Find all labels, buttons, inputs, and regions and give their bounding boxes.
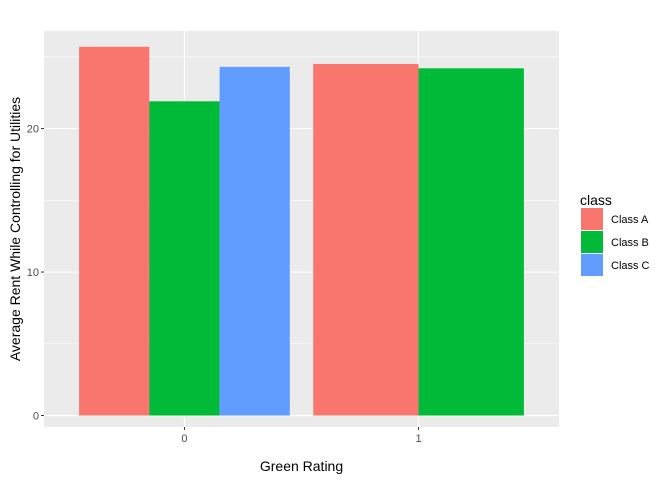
y-tick-label: 10 <box>27 267 39 279</box>
legend: class Class A Class B Class C <box>580 192 650 276</box>
legend-key-class-a <box>581 208 603 230</box>
bar-class-a-0 <box>79 46 150 416</box>
y-axis-ticks: 0 10 20 <box>27 124 44 423</box>
legend-key-class-b <box>581 231 603 253</box>
y-tick-label: 0 <box>33 411 39 423</box>
x-tick-label: 1 <box>415 433 421 445</box>
legend-title: class <box>580 192 612 208</box>
x-axis-title: Green Rating <box>260 458 343 474</box>
y-axis-title: Average Rent While Controlling for Utili… <box>7 97 23 361</box>
y-tick-label: 20 <box>27 124 39 136</box>
legend-label: Class A <box>611 214 649 226</box>
legend-label: Class C <box>611 260 650 272</box>
bar-class-b-1 <box>418 68 524 416</box>
legend-label: Class B <box>611 237 649 249</box>
bar-class-b-0 <box>149 101 220 416</box>
x-tick-label: 0 <box>181 433 187 445</box>
bar-class-a-1 <box>313 64 419 416</box>
legend-key-class-c <box>581 254 603 276</box>
bars <box>79 46 524 416</box>
bar-class-c-0 <box>219 66 290 416</box>
